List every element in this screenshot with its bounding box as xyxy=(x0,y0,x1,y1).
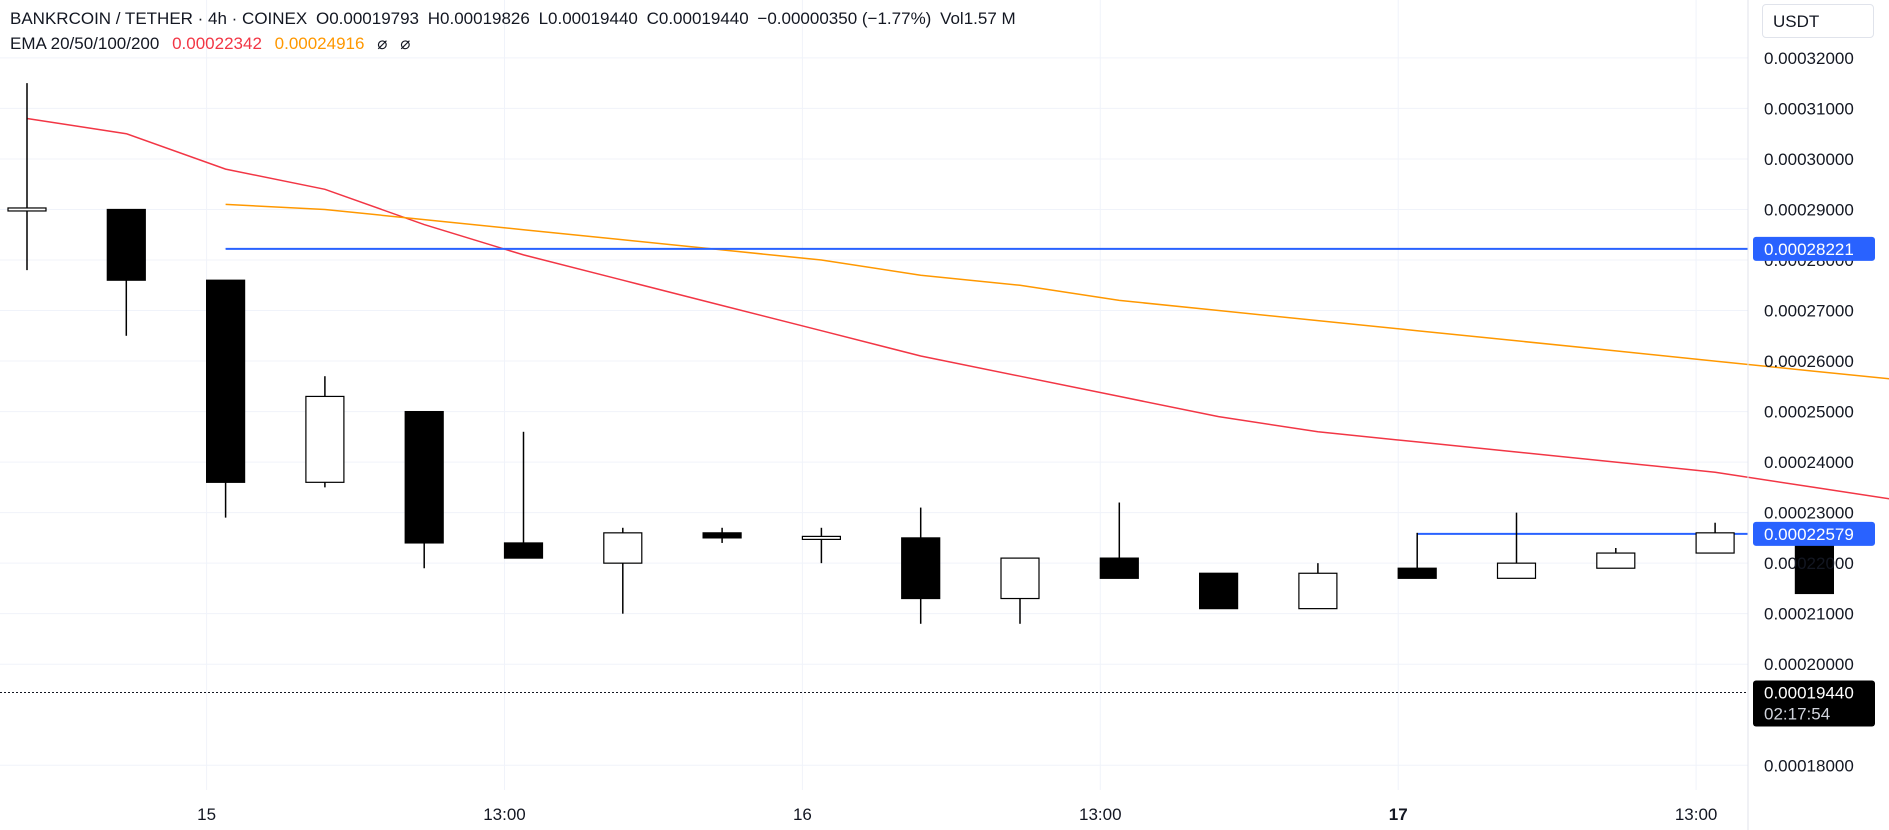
candle xyxy=(7,83,47,271)
candle-body xyxy=(1198,572,1239,610)
candle xyxy=(1099,502,1139,579)
ohlc-change: −0.00000350 (−1.77%) xyxy=(757,9,932,28)
volume-value: Vol1.57 M xyxy=(940,9,1016,28)
x-tick-label: 16 xyxy=(793,805,812,824)
candle xyxy=(503,431,544,559)
candle xyxy=(1496,512,1537,579)
x-tick-label: 15 xyxy=(197,805,216,824)
x-tick-label: 13:00 xyxy=(1079,805,1122,824)
y-tick-label: 0.00018000 xyxy=(1764,756,1854,775)
candles xyxy=(0,83,1835,694)
y-tick-label: 0.00020000 xyxy=(1764,655,1854,674)
candle xyxy=(206,279,246,518)
candle xyxy=(404,410,444,569)
x-tick-label: 13:00 xyxy=(483,805,526,824)
ema-line-50 xyxy=(225,203,1889,380)
candle-countdown: 02:17:54 xyxy=(1764,705,1830,724)
ema100-value: ⌀ xyxy=(377,34,388,53)
candle-body xyxy=(1397,567,1437,579)
candle-body xyxy=(1099,557,1139,579)
candle xyxy=(1695,522,1735,554)
candle xyxy=(1397,532,1437,579)
candle-body xyxy=(603,532,643,564)
ohlc-open: O0.00019793 xyxy=(315,9,420,28)
ohlc-low: L0.00019440 xyxy=(538,9,638,28)
y-tick-label: 0.00026000 xyxy=(1764,352,1854,371)
indicator-legend: EMA 20/50/100/200 0.00022342 0.00024916 … xyxy=(10,34,418,54)
candle xyxy=(1000,557,1040,624)
candle-body xyxy=(801,535,842,540)
y-tick-label: 0.00024000 xyxy=(1764,453,1854,472)
hline-price-badge xyxy=(1753,236,1875,261)
price-badges: 0.00028221 0.00022579 0.00019440 02:17:54 xyxy=(1753,236,1875,727)
candle-body xyxy=(7,207,47,212)
horizontal-lines[interactable] xyxy=(224,247,1748,535)
candle xyxy=(1596,548,1636,569)
y-tick-label: 0.00023000 xyxy=(1764,504,1854,523)
y-tick-label: 0.00029000 xyxy=(1764,200,1854,219)
candle-body xyxy=(305,395,345,483)
ema-line-20 xyxy=(26,117,1889,500)
last-price-badge xyxy=(1753,680,1875,727)
last-price-label: 0.00019440 xyxy=(1764,684,1854,703)
y-tick-label: 0.00032000 xyxy=(1764,49,1854,68)
candle-body xyxy=(106,208,146,281)
ema-lines xyxy=(26,117,1889,500)
candle xyxy=(106,208,146,336)
candle-body xyxy=(1695,532,1735,554)
ohlc-high: H0.00019826 xyxy=(427,9,530,28)
candle-body xyxy=(1298,572,1338,610)
candle-body xyxy=(404,410,444,544)
hline-price-label: 0.00028221 xyxy=(1764,240,1854,259)
candle xyxy=(901,507,941,624)
ema50-value: 0.00024916 xyxy=(274,34,365,53)
y-tick-label: 0.00022000 xyxy=(1764,554,1854,573)
candle xyxy=(801,527,842,564)
symbol-title[interactable]: BANKRCOIN / TETHER · 4h · COINEX xyxy=(10,9,308,28)
candle-body xyxy=(1000,557,1040,600)
candle-body xyxy=(1596,552,1636,569)
candle-body xyxy=(503,542,544,559)
y-tick-label: 0.00031000 xyxy=(1764,99,1854,118)
candle-body xyxy=(702,532,742,539)
grid xyxy=(0,0,1748,790)
time-axis[interactable]: 1513:001613:001713:001813:001913:002013:… xyxy=(197,805,1889,824)
hline-price-label: 0.00022579 xyxy=(1764,525,1854,544)
candle xyxy=(1298,563,1338,610)
y-tick-label: 0.00021000 xyxy=(1764,605,1854,624)
indicator-label[interactable]: EMA 20/50/100/200 xyxy=(10,34,160,53)
price-axis[interactable]: 0.00032000 0.00031000 0.00030000 0.00029000… xyxy=(1764,49,1854,775)
ohlc-close: C0.00019440 xyxy=(646,9,749,28)
x-tick-label: 17 xyxy=(1389,805,1408,824)
y-tick-label: 0.00030000 xyxy=(1764,150,1854,169)
ema200-value: ⌀ xyxy=(400,34,411,53)
candle xyxy=(1198,572,1239,610)
candle-body xyxy=(901,537,941,600)
symbol-header: BANKRCOIN / TETHER · 4h · COINEX O0.0001… xyxy=(10,9,1020,29)
x-tick-label: 13:00 xyxy=(1675,805,1718,824)
hline-price-badge xyxy=(1753,521,1875,546)
y-tick-label: 0.00025000 xyxy=(1764,403,1854,422)
candle-body xyxy=(206,279,246,483)
currency-button[interactable]: USDT xyxy=(1762,4,1874,38)
ema20-value: 0.00022342 xyxy=(172,34,262,53)
y-tick-label: 0.00027000 xyxy=(1764,302,1854,321)
candle-body xyxy=(1496,562,1537,579)
candle xyxy=(702,527,742,543)
candle xyxy=(305,376,345,488)
candle xyxy=(603,527,643,614)
